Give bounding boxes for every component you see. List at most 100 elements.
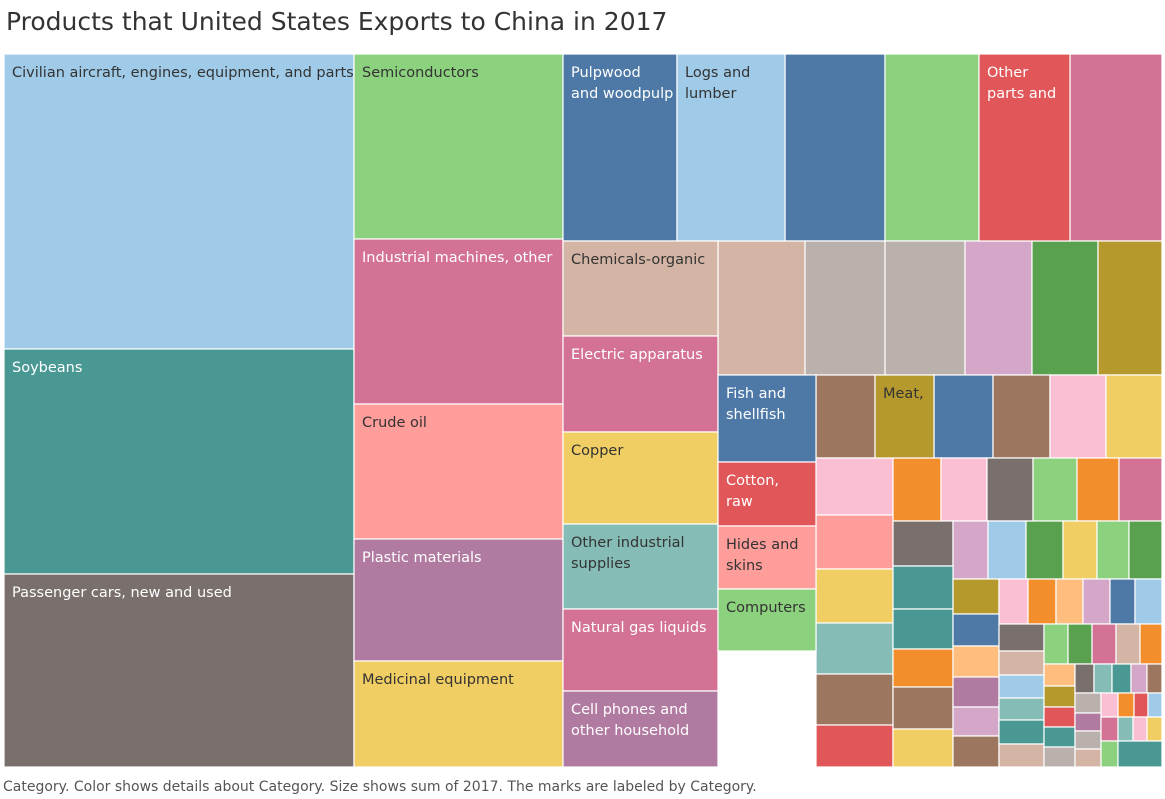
treemap-cell-unlabeled[interactable] — [1097, 240, 1162, 376]
treemap-cell[interactable] — [4, 54, 355, 350]
treemap-cell-unlabeled[interactable] — [1147, 692, 1162, 718]
treemap-cell-unlabeled[interactable] — [1109, 578, 1136, 625]
treemap-cell[interactable] — [562, 431, 719, 525]
treemap-cell-unlabeled[interactable] — [1074, 663, 1095, 694]
treemap-cell[interactable] — [978, 54, 1071, 242]
treemap-cell-unlabeled[interactable] — [1076, 457, 1120, 522]
treemap-cell[interactable] — [353, 538, 564, 662]
treemap-cell-unlabeled[interactable] — [815, 374, 876, 459]
treemap-cell-unlabeled[interactable] — [717, 240, 806, 376]
treemap-cell-unlabeled[interactable] — [892, 728, 954, 767]
treemap-cell[interactable] — [562, 523, 719, 610]
treemap-cell-unlabeled[interactable] — [1043, 623, 1069, 665]
treemap-cell-unlabeled[interactable] — [1117, 740, 1162, 767]
treemap-cell[interactable] — [717, 588, 817, 652]
treemap-cell-unlabeled[interactable] — [952, 578, 1000, 615]
treemap-cell-unlabeled[interactable] — [815, 514, 894, 570]
treemap-cell-unlabeled[interactable] — [1117, 716, 1134, 742]
treemap-cell[interactable] — [562, 54, 678, 242]
treemap-cell-unlabeled[interactable] — [815, 568, 894, 624]
treemap-cell[interactable] — [676, 54, 786, 242]
treemap-cell-unlabeled[interactable] — [1055, 578, 1084, 625]
treemap-cell-unlabeled[interactable] — [952, 706, 1000, 737]
treemap-cell-unlabeled[interactable] — [952, 613, 1000, 647]
treemap-cell-unlabeled[interactable] — [1069, 54, 1162, 242]
treemap-cell-unlabeled[interactable] — [1146, 663, 1162, 694]
treemap-cell-unlabeled[interactable] — [1134, 578, 1162, 625]
treemap-cell-unlabeled[interactable] — [1100, 692, 1119, 718]
treemap-cell-unlabeled[interactable] — [1091, 623, 1117, 665]
treemap-cell-unlabeled[interactable] — [998, 743, 1045, 767]
treemap-cell-unlabeled[interactable] — [952, 645, 1000, 678]
treemap-cell-unlabeled[interactable] — [1118, 457, 1162, 522]
treemap-cell-unlabeled[interactable] — [1115, 623, 1141, 665]
treemap-cell-unlabeled[interactable] — [992, 374, 1051, 459]
treemap-cell[interactable] — [353, 238, 564, 405]
treemap-cell-unlabeled[interactable] — [1132, 716, 1148, 742]
treemap-cell-unlabeled[interactable] — [1067, 623, 1093, 665]
treemap-cell-unlabeled[interactable] — [1043, 706, 1076, 728]
treemap-cell-unlabeled[interactable] — [1082, 578, 1111, 625]
treemap-cell-unlabeled[interactable] — [892, 565, 954, 610]
treemap-cell-unlabeled[interactable] — [940, 457, 988, 522]
treemap-cell-unlabeled[interactable] — [1100, 740, 1119, 767]
treemap-cell-unlabeled[interactable] — [998, 674, 1045, 699]
treemap-cell-unlabeled[interactable] — [1096, 520, 1130, 580]
treemap-cell[interactable] — [562, 240, 719, 337]
treemap-cell-unlabeled[interactable] — [815, 724, 894, 767]
treemap-cell-unlabeled[interactable] — [1128, 520, 1162, 580]
treemap-cell-unlabeled[interactable] — [1025, 520, 1064, 580]
treemap-cell[interactable] — [353, 54, 564, 240]
treemap-cell[interactable] — [717, 374, 817, 463]
treemap-cell[interactable] — [353, 660, 564, 767]
treemap-cell-unlabeled[interactable] — [1043, 685, 1076, 708]
treemap-cell-unlabeled[interactable] — [1074, 712, 1102, 732]
treemap-cell-unlabeled[interactable] — [986, 457, 1034, 522]
treemap-cell-unlabeled[interactable] — [815, 457, 894, 516]
treemap-cell-unlabeled[interactable] — [1139, 623, 1162, 665]
treemap-cell-unlabeled[interactable] — [784, 54, 886, 242]
treemap-cell-unlabeled[interactable] — [987, 520, 1027, 580]
treemap-cell-unlabeled[interactable] — [952, 735, 1000, 767]
treemap-cell[interactable] — [4, 348, 355, 575]
treemap-cell-unlabeled[interactable] — [884, 240, 966, 376]
treemap-cell-unlabeled[interactable] — [1117, 692, 1135, 718]
treemap-cell[interactable] — [717, 461, 817, 527]
treemap-cell-unlabeled[interactable] — [1074, 692, 1102, 714]
treemap-cell[interactable] — [562, 608, 719, 692]
treemap-cell-unlabeled[interactable] — [1133, 692, 1149, 718]
treemap-cell-unlabeled[interactable] — [1049, 374, 1107, 459]
treemap-cell-unlabeled[interactable] — [884, 54, 980, 242]
treemap-cell-unlabeled[interactable] — [1074, 730, 1102, 750]
treemap-cell[interactable] — [353, 403, 564, 540]
treemap-cell[interactable] — [4, 573, 355, 767]
treemap-cell-unlabeled[interactable] — [998, 719, 1045, 745]
treemap-cell-unlabeled[interactable] — [1032, 457, 1078, 522]
treemap-cell-unlabeled[interactable] — [1146, 716, 1162, 742]
treemap-cell-unlabeled[interactable] — [815, 622, 894, 675]
treemap-cell-unlabeled[interactable] — [892, 648, 954, 688]
treemap-cell-unlabeled[interactable] — [1130, 663, 1148, 694]
treemap-cell-unlabeled[interactable] — [964, 240, 1033, 376]
treemap-cell-unlabeled[interactable] — [952, 520, 989, 580]
treemap-cell-unlabeled[interactable] — [892, 520, 954, 567]
treemap-cell[interactable] — [717, 525, 817, 590]
treemap-cell-unlabeled[interactable] — [892, 457, 942, 522]
treemap-cell-unlabeled[interactable] — [1043, 746, 1076, 767]
treemap-cell-unlabeled[interactable] — [998, 623, 1045, 652]
treemap-cell[interactable] — [562, 690, 719, 767]
treemap-cell-unlabeled[interactable] — [1093, 663, 1113, 694]
treemap-cell-unlabeled[interactable] — [1027, 578, 1057, 625]
treemap-cell-unlabeled[interactable] — [1074, 748, 1102, 767]
treemap-cell-unlabeled[interactable] — [815, 673, 894, 726]
treemap-cell-unlabeled[interactable] — [892, 608, 954, 650]
treemap-cell-unlabeled[interactable] — [1100, 716, 1119, 742]
treemap-cell-unlabeled[interactable] — [933, 374, 994, 459]
treemap-cell-unlabeled[interactable] — [892, 686, 954, 730]
treemap-cell-unlabeled[interactable] — [1031, 240, 1099, 376]
treemap-cell[interactable] — [874, 374, 935, 459]
treemap-cell-unlabeled[interactable] — [998, 697, 1045, 721]
treemap-cell-unlabeled[interactable] — [1043, 663, 1076, 687]
treemap-cell[interactable] — [562, 335, 719, 433]
treemap-cell-unlabeled[interactable] — [1043, 726, 1076, 748]
